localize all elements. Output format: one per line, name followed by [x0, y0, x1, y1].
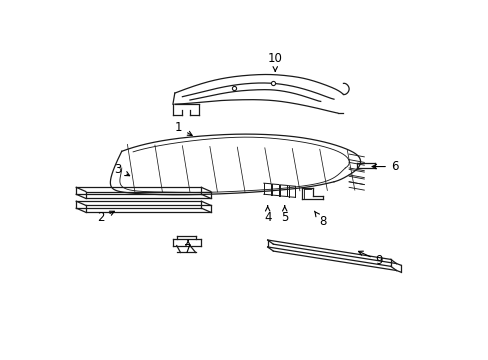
Text: 4: 4 — [264, 206, 271, 224]
Text: 8: 8 — [314, 211, 325, 229]
Text: 2: 2 — [97, 211, 114, 224]
Text: 5: 5 — [281, 206, 288, 224]
Text: 3: 3 — [114, 163, 129, 176]
Text: 7: 7 — [184, 240, 191, 256]
Text: 1: 1 — [175, 121, 192, 135]
Text: 10: 10 — [267, 52, 282, 71]
Text: 9: 9 — [358, 251, 383, 267]
Text: 6: 6 — [371, 160, 398, 173]
